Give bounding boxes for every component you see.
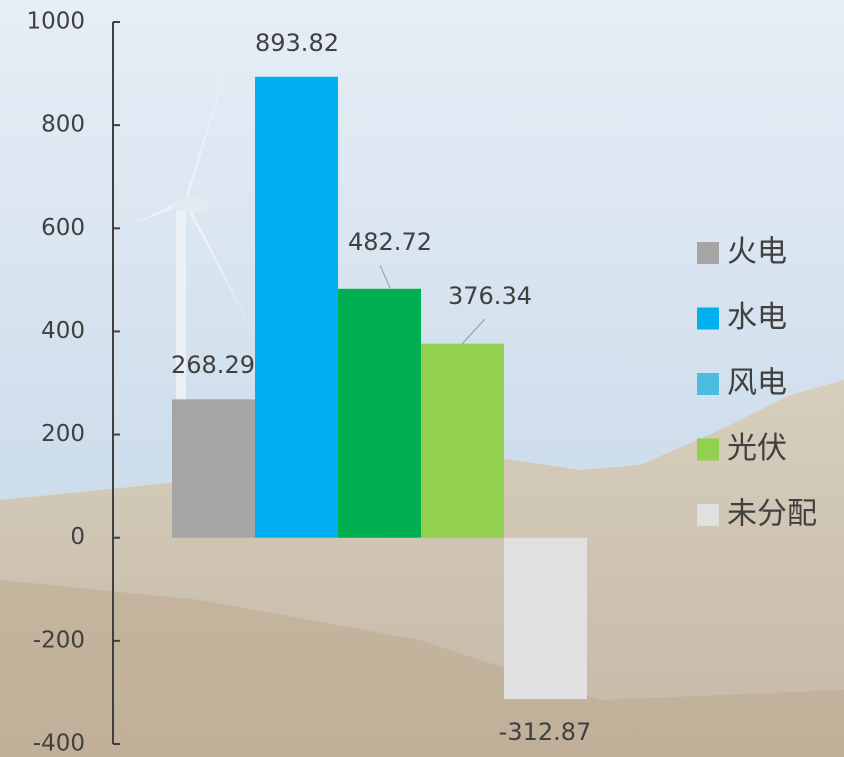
page: {"chart_data": {"type": "bar", "series":… [0,0,844,757]
legend-swatch [697,439,719,461]
y-tick-label: 200 [41,421,85,447]
bar [504,538,587,699]
legend-swatch [697,373,719,395]
data-label: 376.34 [448,282,532,310]
bar [172,399,255,537]
y-tick-label: 1000 [26,9,85,35]
legend-label: 风电 [727,366,787,401]
bar [421,344,504,538]
legend-label: 光伏 [727,431,787,466]
y-tick-label: -400 [33,731,85,757]
data-label: 268.29 [171,351,255,379]
legend-swatch [697,504,719,526]
bar [338,289,421,538]
data-label: -312.87 [499,718,592,746]
bar [255,77,338,538]
y-tick-label: -200 [33,627,85,653]
y-tick-label: 400 [41,318,85,344]
legend-swatch [697,308,719,330]
legend-label: 火电 [727,235,787,270]
y-tick-label: 0 [70,524,85,550]
data-label: 893.82 [255,29,339,57]
y-tick-label: 600 [41,215,85,241]
data-label: 482.72 [348,228,432,256]
legend-swatch [697,242,719,264]
chart: -400 -200 0 200 400 600 800 1000 268.29 893.82 482… [0,0,844,757]
legend-label: 未分配 [727,497,817,532]
legend-label: 水电 [727,300,787,335]
y-tick-label: 800 [41,112,85,138]
